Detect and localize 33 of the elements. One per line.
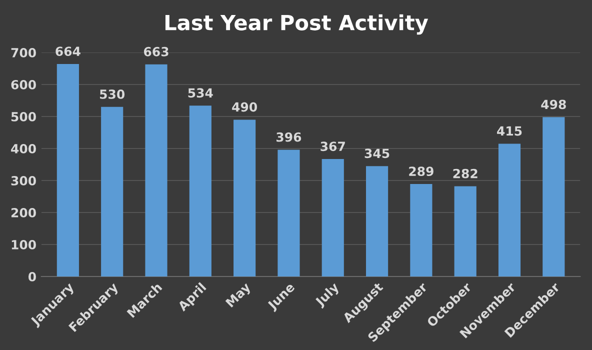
bar: [366, 166, 388, 276]
data-label: 345: [364, 148, 390, 158]
y-tick-label: 300: [11, 176, 36, 186]
data-label: 415: [497, 126, 522, 136]
data-label: 282: [453, 168, 478, 178]
data-label: 534: [188, 88, 213, 98]
y-tick-label: 200: [11, 208, 36, 218]
data-label: 498: [541, 100, 566, 110]
data-label: 663: [144, 46, 168, 56]
data-label: 367: [320, 142, 345, 152]
bar: [56, 64, 79, 276]
bar: [234, 120, 256, 276]
bar: [322, 159, 344, 276]
y-tick-label: 100: [12, 240, 36, 250]
y-tick-label: 600: [11, 80, 36, 90]
bar: [498, 144, 521, 276]
data-label: 396: [276, 132, 302, 142]
data-label: 530: [100, 89, 125, 99]
chart-title: Last Year Post Activity: [165, 14, 428, 35]
bar: [410, 184, 432, 276]
data-label: 289: [409, 166, 434, 176]
y-tick-label: 400: [11, 144, 36, 154]
bar: [101, 106, 124, 276]
bar: [278, 150, 300, 276]
y-tick-label: 700: [11, 48, 36, 58]
bar: [454, 186, 476, 276]
y-tick-label: 0: [28, 272, 36, 282]
y-tick-label: 500: [11, 112, 36, 122]
bar: [145, 64, 168, 276]
data-label: 664: [56, 46, 80, 56]
data-label: 490: [232, 102, 258, 112]
bar: [189, 106, 212, 276]
bar: [542, 117, 565, 276]
